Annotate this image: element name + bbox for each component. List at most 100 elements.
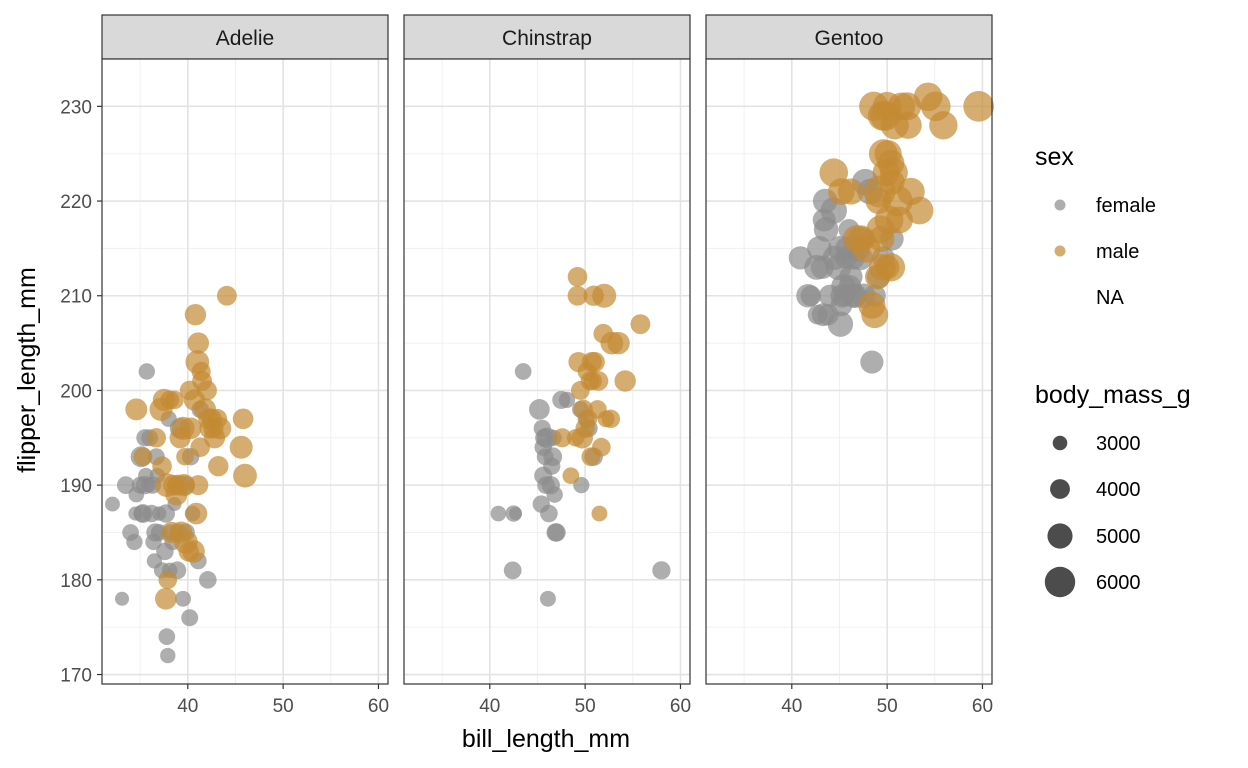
data-point (827, 311, 854, 337)
data-point (152, 506, 167, 521)
legend-key (1044, 566, 1076, 598)
data-point (562, 467, 580, 485)
data-point (879, 158, 908, 187)
y-tick-label: 220 (60, 192, 92, 213)
y-tick-label: 190 (60, 476, 92, 497)
data-point (209, 417, 232, 440)
data-point (861, 301, 889, 329)
data-point (175, 590, 191, 607)
data-point (160, 647, 176, 664)
data-point (138, 363, 156, 380)
data-point (509, 507, 523, 521)
data-point (584, 351, 605, 373)
data-point (158, 570, 178, 590)
data-point (158, 628, 176, 645)
panel-border (101, 58, 389, 685)
x-tick-label: 60 (670, 696, 691, 717)
facet-strip-label: Adelie (216, 27, 274, 50)
data-point (181, 609, 199, 627)
x-tick-label: 60 (368, 696, 389, 717)
x-axis-title: bill_length_mm (462, 725, 630, 753)
panel-background (404, 59, 690, 684)
data-point (172, 474, 196, 497)
y-axis-title: flipper_length_mm (13, 267, 41, 473)
data-point (614, 370, 636, 392)
legend-label: 3000 (1096, 433, 1141, 455)
legend-label: female (1096, 195, 1156, 217)
y-tick-label: 180 (60, 571, 92, 592)
data-point (233, 463, 257, 488)
data-point (171, 416, 195, 440)
legend-key (1054, 245, 1066, 257)
data-point (503, 561, 522, 580)
data-point (800, 285, 822, 307)
y-tick-label: 210 (60, 287, 92, 308)
body-mass-legend-item: 4000 (1050, 479, 1141, 501)
data-point (155, 587, 177, 610)
facet-panel-gentoo: Gentoo 40 50 60 (705, 14, 994, 717)
data-point (876, 253, 906, 282)
data-point (558, 391, 576, 409)
data-point (583, 285, 604, 306)
facet-panel-adelie: Adelie 40 50 60 (101, 14, 389, 717)
data-point (490, 505, 507, 522)
data-point (601, 409, 621, 429)
facet-strip (101, 14, 389, 60)
data-point (216, 285, 237, 306)
legend-label: male (1096, 241, 1139, 263)
x-tick-label: 60 (972, 696, 993, 717)
data-point (179, 380, 200, 401)
data-point (176, 447, 194, 466)
data-point (165, 390, 184, 410)
x-tick-label: 40 (177, 696, 198, 717)
body-mass-legend-title: body_mass_g (1035, 381, 1191, 409)
data-point (126, 533, 143, 551)
x-tick-label: 50 (877, 696, 898, 717)
data-point (188, 475, 209, 496)
data-point (208, 456, 229, 477)
data-point (567, 285, 588, 306)
x-tick-label: 50 (575, 696, 596, 717)
sex-legend-items: female male NA (1054, 195, 1156, 309)
data-point (894, 111, 922, 139)
data-point (592, 437, 611, 457)
body-mass-legend-item: 3000 (1052, 433, 1141, 455)
sex-legend-item: male (1054, 241, 1139, 263)
sex-legend-item: NA (1096, 287, 1124, 309)
data-point (114, 591, 130, 606)
facet-strip (705, 14, 993, 60)
data-point (573, 477, 590, 494)
data-point (860, 350, 884, 374)
legend-key (1052, 435, 1068, 451)
data-point (152, 456, 172, 476)
body-mass-legend-item: 5000 (1047, 523, 1141, 549)
sex-legend-title: sex (1035, 143, 1074, 171)
facet-strip-label: Chinstrap (502, 27, 592, 50)
data-point (529, 399, 550, 420)
data-point (125, 398, 148, 421)
facet-panel-chinstrap: Chinstrap 40 50 60 (403, 14, 691, 717)
data-point (185, 502, 208, 525)
points-gentoo (788, 82, 994, 374)
data-point (929, 111, 958, 140)
data-point (514, 363, 532, 380)
data-point (199, 571, 217, 589)
legend-key (1047, 523, 1073, 549)
body-mass-legend-items: 3000 4000 5000 6000 (1044, 433, 1141, 598)
y-tick-label: 200 (60, 381, 92, 402)
data-point (229, 435, 253, 459)
data-point (146, 428, 167, 448)
legend-label: NA (1096, 287, 1124, 309)
body-mass-legend-item: 6000 (1044, 566, 1141, 598)
data-point (182, 540, 205, 563)
panel-background (706, 59, 992, 684)
data-point (184, 303, 207, 326)
data-point (543, 447, 563, 467)
points-adelie (105, 285, 257, 664)
axes: bill_length_mm flipper_length_mm 1701801… (13, 97, 630, 753)
data-point (196, 380, 217, 401)
data-point (546, 486, 563, 503)
data-point (547, 523, 566, 542)
data-point (133, 447, 153, 467)
